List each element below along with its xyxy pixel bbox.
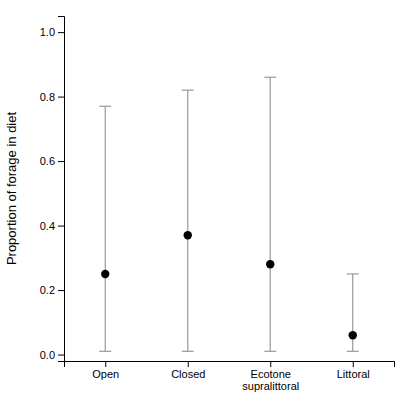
error-bar-cap-lower [347,351,359,352]
chart: 0.0 0.2 0.4 0.6 0.8 1.0 Open Closed Ecotonesupra… [0,0,408,419]
x-tick-label-line: Closed [171,368,205,380]
error-bar-cap-lower [182,351,194,352]
y-tick: 0.4 [40,220,64,232]
y-tick-mark [58,226,64,227]
error-bar-cap-upper [99,106,111,107]
x-tick-label: Open [92,368,119,380]
y-tick-mark [58,161,64,162]
y-tick-label: 0.6 [40,155,55,167]
y-tick-label: 0.8 [40,91,55,103]
x-tick-mark [353,361,354,367]
error-bar [182,90,194,351]
x-axis: Open Closed Ecotonesupralittoral Littoral [65,361,395,392]
y-tick: 0.0 [40,349,64,361]
point [266,260,274,268]
y-axis-line [58,17,65,362]
x-tick-mark [188,361,189,367]
y-tick-mark [58,32,64,33]
point [184,231,192,239]
x-tick-label-line: Littoral [337,368,370,380]
x-tick-label: Ecotonesupralittoral [242,368,299,393]
plot: 0.0 0.2 0.4 0.6 0.8 1.0 Open Closed Ecotonesupra… [4,17,395,393]
error-bar [347,274,359,351]
error-bar-line [105,106,106,351]
error-bar-line [352,274,353,351]
error-bar [99,106,111,351]
y-tick-label: 0.2 [40,284,55,296]
y-axis-title: Proportion of forage in diet [4,112,19,266]
error-bar-cap-upper [264,77,276,78]
point [101,270,109,278]
y-tick-mark [58,290,64,291]
x-tick-label: Littoral [337,368,370,380]
error-bar-cap-lower [99,351,111,352]
error-bar-cap-upper [347,273,359,274]
error-bar-cap-upper [182,90,194,91]
y-tick: 0.6 [40,155,64,167]
x-tick: Open [92,361,119,380]
y-tick: 1.0 [40,26,64,38]
error-bar-line [270,77,271,351]
x-tick: Ecotonesupralittoral [242,361,299,392]
x-tick: Littoral [337,361,370,380]
point [349,331,357,339]
y-tick-label: 1.0 [40,26,55,38]
x-axis-line [65,362,395,368]
x-tick-label-line: Ecotone [251,368,291,380]
y-tick: 0.8 [40,91,64,103]
error-bar [264,77,276,351]
x-tick: Closed [171,361,205,380]
marks [99,77,359,351]
y-tick: 0.2 [40,284,64,296]
error-bar-line [187,90,188,351]
error-bar-cap-lower [264,351,276,352]
x-tick-label-line: Open [92,368,119,380]
y-axis: 0.0 0.2 0.4 0.6 0.8 1.0 [40,17,65,362]
x-tick-label: Closed [171,368,205,380]
y-tick-label: 0.0 [40,349,55,361]
x-tick-mark [270,361,271,367]
y-tick-mark [58,97,64,98]
y-tick-mark [58,355,64,356]
x-tick-mark [105,361,106,367]
y-tick-label: 0.4 [40,220,55,232]
x-tick-label-line: supralittoral [242,380,299,392]
